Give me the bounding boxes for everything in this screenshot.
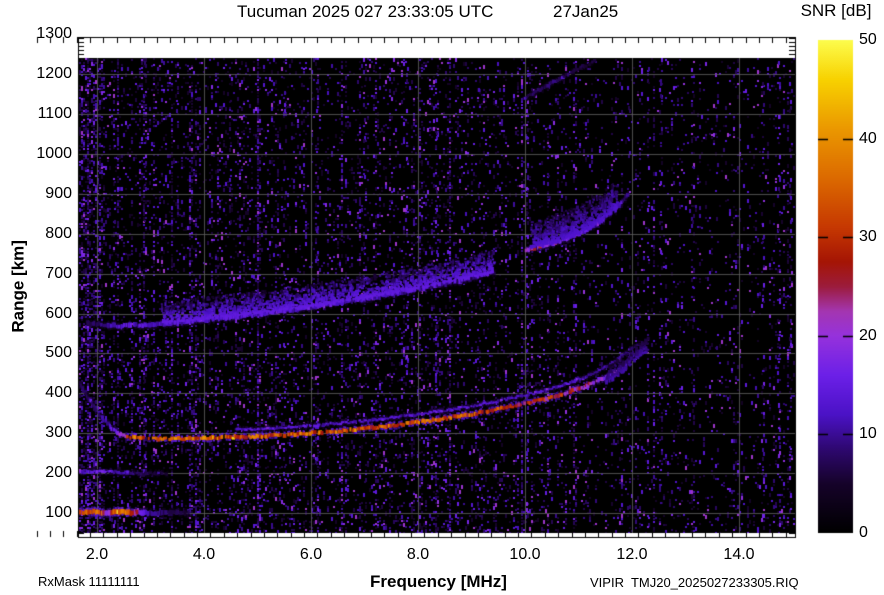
colorbar-tick-label: 0 — [859, 524, 868, 541]
y-tick-label: 100 — [45, 504, 72, 521]
x-tick-label: 2.0 — [85, 546, 109, 563]
y-tick-label: 1300 — [36, 25, 72, 42]
x-tick-label: 14.0 — [723, 546, 755, 563]
plot-date: 27Jan25 — [553, 2, 619, 21]
y-tick-label: 200 — [45, 464, 72, 481]
colorbar-tick-label: 40 — [859, 130, 877, 147]
y-tick-label: 1100 — [37, 105, 72, 122]
x-tick-label: 4.0 — [192, 546, 216, 563]
y-tick-label: 400 — [45, 384, 72, 401]
y-tick-label: 1200 — [36, 65, 72, 82]
colorbar-tick-label: 30 — [859, 228, 877, 245]
y-axis-title: Range [km] — [8, 240, 28, 333]
colorbar-tick-label: 50 — [859, 31, 877, 48]
y-tick-label: 800 — [45, 225, 72, 242]
y-tick-label: 500 — [45, 344, 72, 361]
rx-mask-label: RxMask 11111111 — [38, 574, 140, 589]
plot-title: Tucuman 2025 027 23:33:05 UTC — [237, 2, 494, 21]
y-tick-label: 900 — [45, 185, 72, 202]
colorbar-tick-label: 10 — [859, 425, 877, 442]
filename-label: VIPIR TMJ20_2025027233305.RIQ — [590, 575, 799, 590]
y-tick-label: 300 — [45, 424, 72, 441]
y-tick-label: 600 — [45, 305, 72, 322]
colorbar-tick-label: 20 — [859, 327, 877, 344]
y-tick-label: 1000 — [36, 145, 72, 162]
x-tick-label: 6.0 — [299, 546, 323, 563]
y-tick-label: 700 — [45, 265, 72, 282]
colorbar-title: SNR [dB] — [800, 1, 872, 20]
x-tick-label: 8.0 — [406, 546, 430, 563]
x-axis-title: Frequency [MHz] — [370, 572, 507, 591]
x-tick-label: 12.0 — [616, 546, 648, 563]
x-tick-label: 10.0 — [509, 546, 541, 563]
